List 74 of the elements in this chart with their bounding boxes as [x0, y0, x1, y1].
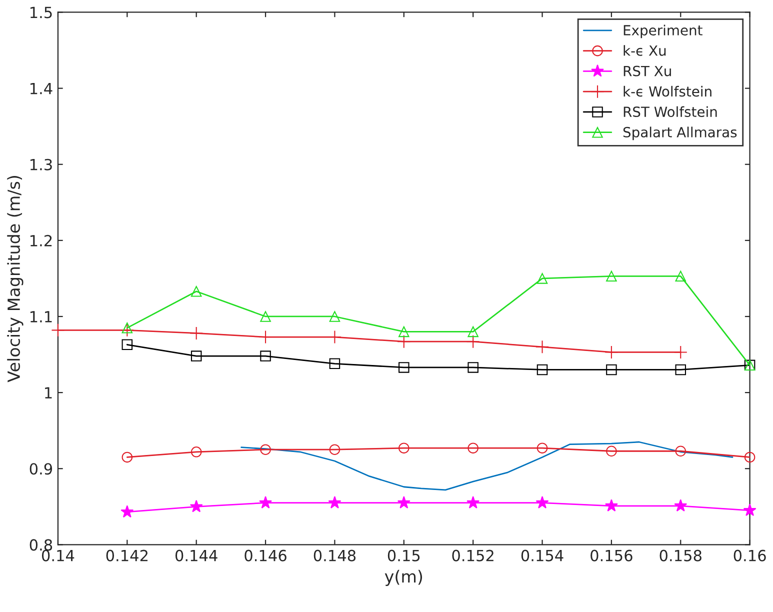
y-tick-label: 0.9: [30, 463, 52, 475]
x-tick-label: 0.144: [175, 550, 218, 562]
point: [397, 496, 410, 508]
point: [328, 496, 342, 508]
point: [674, 345, 688, 360]
y-tick-label: 1: [45, 387, 52, 398]
legend-label: k-ϵ Xu: [624, 45, 666, 56]
point: [675, 446, 686, 457]
legend-label: Spalart Allmaras: [623, 126, 737, 140]
point: [536, 442, 548, 454]
x-tick-label: 0.14: [42, 550, 74, 562]
point: [468, 442, 478, 454]
legend-label: RST Wolfstein: [624, 106, 717, 118]
point: [468, 326, 478, 338]
point: [260, 350, 271, 362]
legend-label: k-ϵ Wolfstein: [624, 86, 712, 97]
point: [190, 286, 202, 297]
point: [259, 496, 272, 508]
legend-label: Experiment: [624, 24, 702, 38]
point: [122, 339, 133, 350]
point: [606, 270, 617, 282]
x-tick-label: 0.156: [590, 550, 632, 562]
point: [329, 358, 340, 370]
x-tick-label: 0.148: [314, 550, 356, 562]
x-tick-label: 0.146: [244, 550, 286, 562]
point: [260, 444, 271, 455]
point: [51, 323, 65, 337]
y-tick-label: 1.3: [30, 158, 52, 170]
x-tick-label: 0.154: [521, 550, 564, 562]
x-axis-title: y(m): [384, 570, 422, 586]
x-tick-label: 0.158: [660, 550, 702, 562]
point: [190, 446, 202, 458]
point: [398, 326, 410, 338]
point: [466, 496, 480, 508]
point: [535, 340, 550, 354]
point: [190, 350, 202, 362]
point: [190, 326, 204, 340]
y-tick-label: 0.8: [30, 539, 52, 551]
point: [536, 273, 548, 284]
point: [329, 311, 340, 322]
point: [743, 504, 756, 516]
point: [190, 500, 203, 512]
point: [606, 364, 617, 376]
point: [468, 362, 478, 373]
x-tick-label: 0.152: [452, 550, 494, 562]
y-tick-label: 1.2: [30, 234, 52, 246]
legend-label: RST Xu: [624, 66, 671, 76]
x-tick-label: 0.16: [734, 550, 766, 562]
point: [604, 345, 618, 360]
y-tick-label: 1.5: [30, 6, 52, 18]
x-tick-label: 0.15: [388, 550, 420, 562]
point: [675, 270, 686, 282]
point: [604, 499, 618, 512]
point: [674, 499, 688, 512]
line-series: [240, 441, 734, 491]
point: [329, 444, 340, 455]
y-tick-label: 1.1: [30, 311, 52, 322]
point: [120, 323, 134, 337]
point: [675, 364, 686, 376]
y-axis-title: Velocity Magnitude (m/s): [7, 176, 24, 382]
point: [466, 334, 480, 348]
point: [122, 322, 133, 334]
point: [397, 334, 411, 348]
y-tick-label: 1.4: [30, 82, 52, 94]
point: [744, 452, 756, 463]
point: [536, 364, 548, 376]
point: [260, 311, 271, 322]
point: [398, 442, 410, 454]
point: [606, 446, 617, 457]
point: [398, 362, 410, 373]
point: [122, 452, 133, 463]
x-tick-label: 0.142: [106, 550, 148, 562]
point: [536, 496, 549, 508]
point: [120, 505, 134, 518]
